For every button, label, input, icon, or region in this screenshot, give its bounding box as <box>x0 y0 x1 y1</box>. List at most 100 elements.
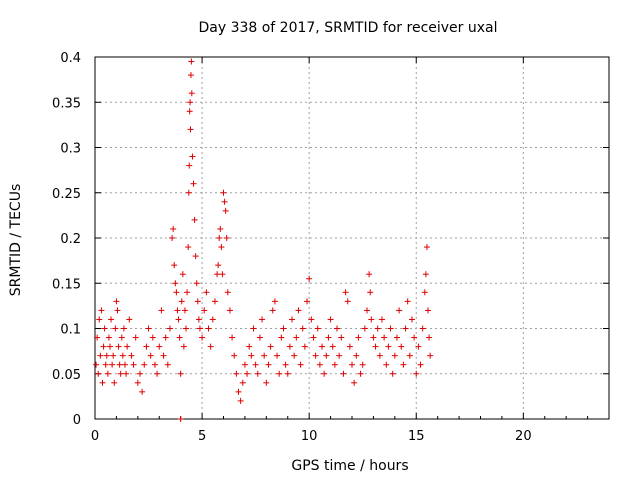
data-point <box>106 343 113 350</box>
data-points <box>93 58 434 422</box>
data-point <box>183 325 190 332</box>
data-point <box>100 343 107 350</box>
data-point <box>173 289 180 296</box>
data-point <box>154 370 161 377</box>
data-point <box>174 307 181 314</box>
data-point <box>119 352 126 359</box>
data-point <box>215 262 222 269</box>
x-tick-label: 5 <box>198 429 206 444</box>
data-point <box>426 334 433 341</box>
data-point <box>393 334 400 341</box>
data-point <box>219 271 226 278</box>
data-point <box>344 298 351 305</box>
data-point <box>274 352 281 359</box>
data-point <box>115 343 122 350</box>
data-point <box>102 361 109 368</box>
data-point <box>120 325 127 332</box>
axis-ticks: 0 5 10 15 20 0 0.05 0.1 0.15 0.2 0.25 0.3 0.35 0.4 <box>52 51 610 444</box>
data-point <box>158 307 165 314</box>
data-point <box>246 343 253 350</box>
data-point <box>179 271 186 278</box>
data-point <box>147 352 154 359</box>
data-point <box>340 370 347 377</box>
x-tick-label: 0 <box>91 429 99 444</box>
data-point <box>284 370 291 377</box>
data-point <box>218 244 225 251</box>
data-point <box>391 352 398 359</box>
data-point <box>116 361 123 368</box>
x-tick-label: 15 <box>408 429 425 444</box>
data-point <box>233 370 240 377</box>
data-point <box>177 370 184 377</box>
data-point <box>220 189 227 196</box>
data-point <box>195 316 202 323</box>
chart-title: Day 338 of 2017, SRMTID for receiver uxa… <box>198 20 497 36</box>
data-point <box>164 361 171 368</box>
data-point <box>417 361 424 368</box>
data-point <box>118 334 125 341</box>
data-point <box>141 361 148 368</box>
y-tick-label: 0.1 <box>60 323 81 338</box>
data-point <box>151 361 158 368</box>
data-point <box>280 325 287 332</box>
data-point <box>421 289 428 296</box>
data-point <box>329 343 336 350</box>
data-point <box>101 325 108 332</box>
data-point <box>181 307 188 314</box>
data-point <box>334 325 341 332</box>
data-point <box>425 307 432 314</box>
data-point <box>241 361 248 368</box>
data-point <box>308 316 315 323</box>
data-point <box>297 361 304 368</box>
data-point <box>190 180 197 187</box>
data-point <box>259 316 266 323</box>
data-point <box>110 352 117 359</box>
data-point <box>323 352 330 359</box>
data-point <box>415 343 422 350</box>
data-point <box>104 370 111 377</box>
data-point <box>128 352 135 359</box>
data-point <box>184 289 191 296</box>
data-point <box>263 379 270 386</box>
data-point <box>411 334 418 341</box>
data-point <box>368 316 375 323</box>
y-tick-label: 0.05 <box>52 368 81 383</box>
data-point <box>108 316 115 323</box>
data-point <box>121 361 128 368</box>
data-point <box>267 343 274 350</box>
data-point <box>93 361 100 368</box>
data-point <box>366 271 373 278</box>
data-point <box>387 325 394 332</box>
data-point <box>361 325 368 332</box>
y-tick-label: 0.15 <box>52 277 81 292</box>
data-point <box>176 334 183 341</box>
data-point <box>304 298 311 305</box>
data-point <box>423 244 430 251</box>
data-point <box>293 334 300 341</box>
data-point <box>385 343 392 350</box>
data-point <box>359 361 366 368</box>
data-point <box>351 379 358 386</box>
data-point <box>177 416 184 422</box>
data-point <box>111 379 118 386</box>
data-point <box>196 325 203 332</box>
data-point <box>134 379 141 386</box>
data-point <box>223 235 230 241</box>
x-axis-label: GPS time / hours <box>291 458 408 474</box>
data-point <box>123 370 130 377</box>
data-point <box>250 325 257 332</box>
data-point <box>211 298 218 305</box>
data-point <box>367 289 374 296</box>
data-point <box>404 298 411 305</box>
data-point <box>166 325 173 332</box>
data-point <box>427 352 434 359</box>
data-point <box>353 352 360 359</box>
data-point <box>400 361 407 368</box>
data-point <box>185 244 192 251</box>
data-point <box>299 325 306 332</box>
data-point <box>149 334 156 341</box>
data-point <box>396 307 403 314</box>
data-point <box>201 307 208 314</box>
data-point <box>256 334 263 341</box>
data-point <box>398 343 405 350</box>
